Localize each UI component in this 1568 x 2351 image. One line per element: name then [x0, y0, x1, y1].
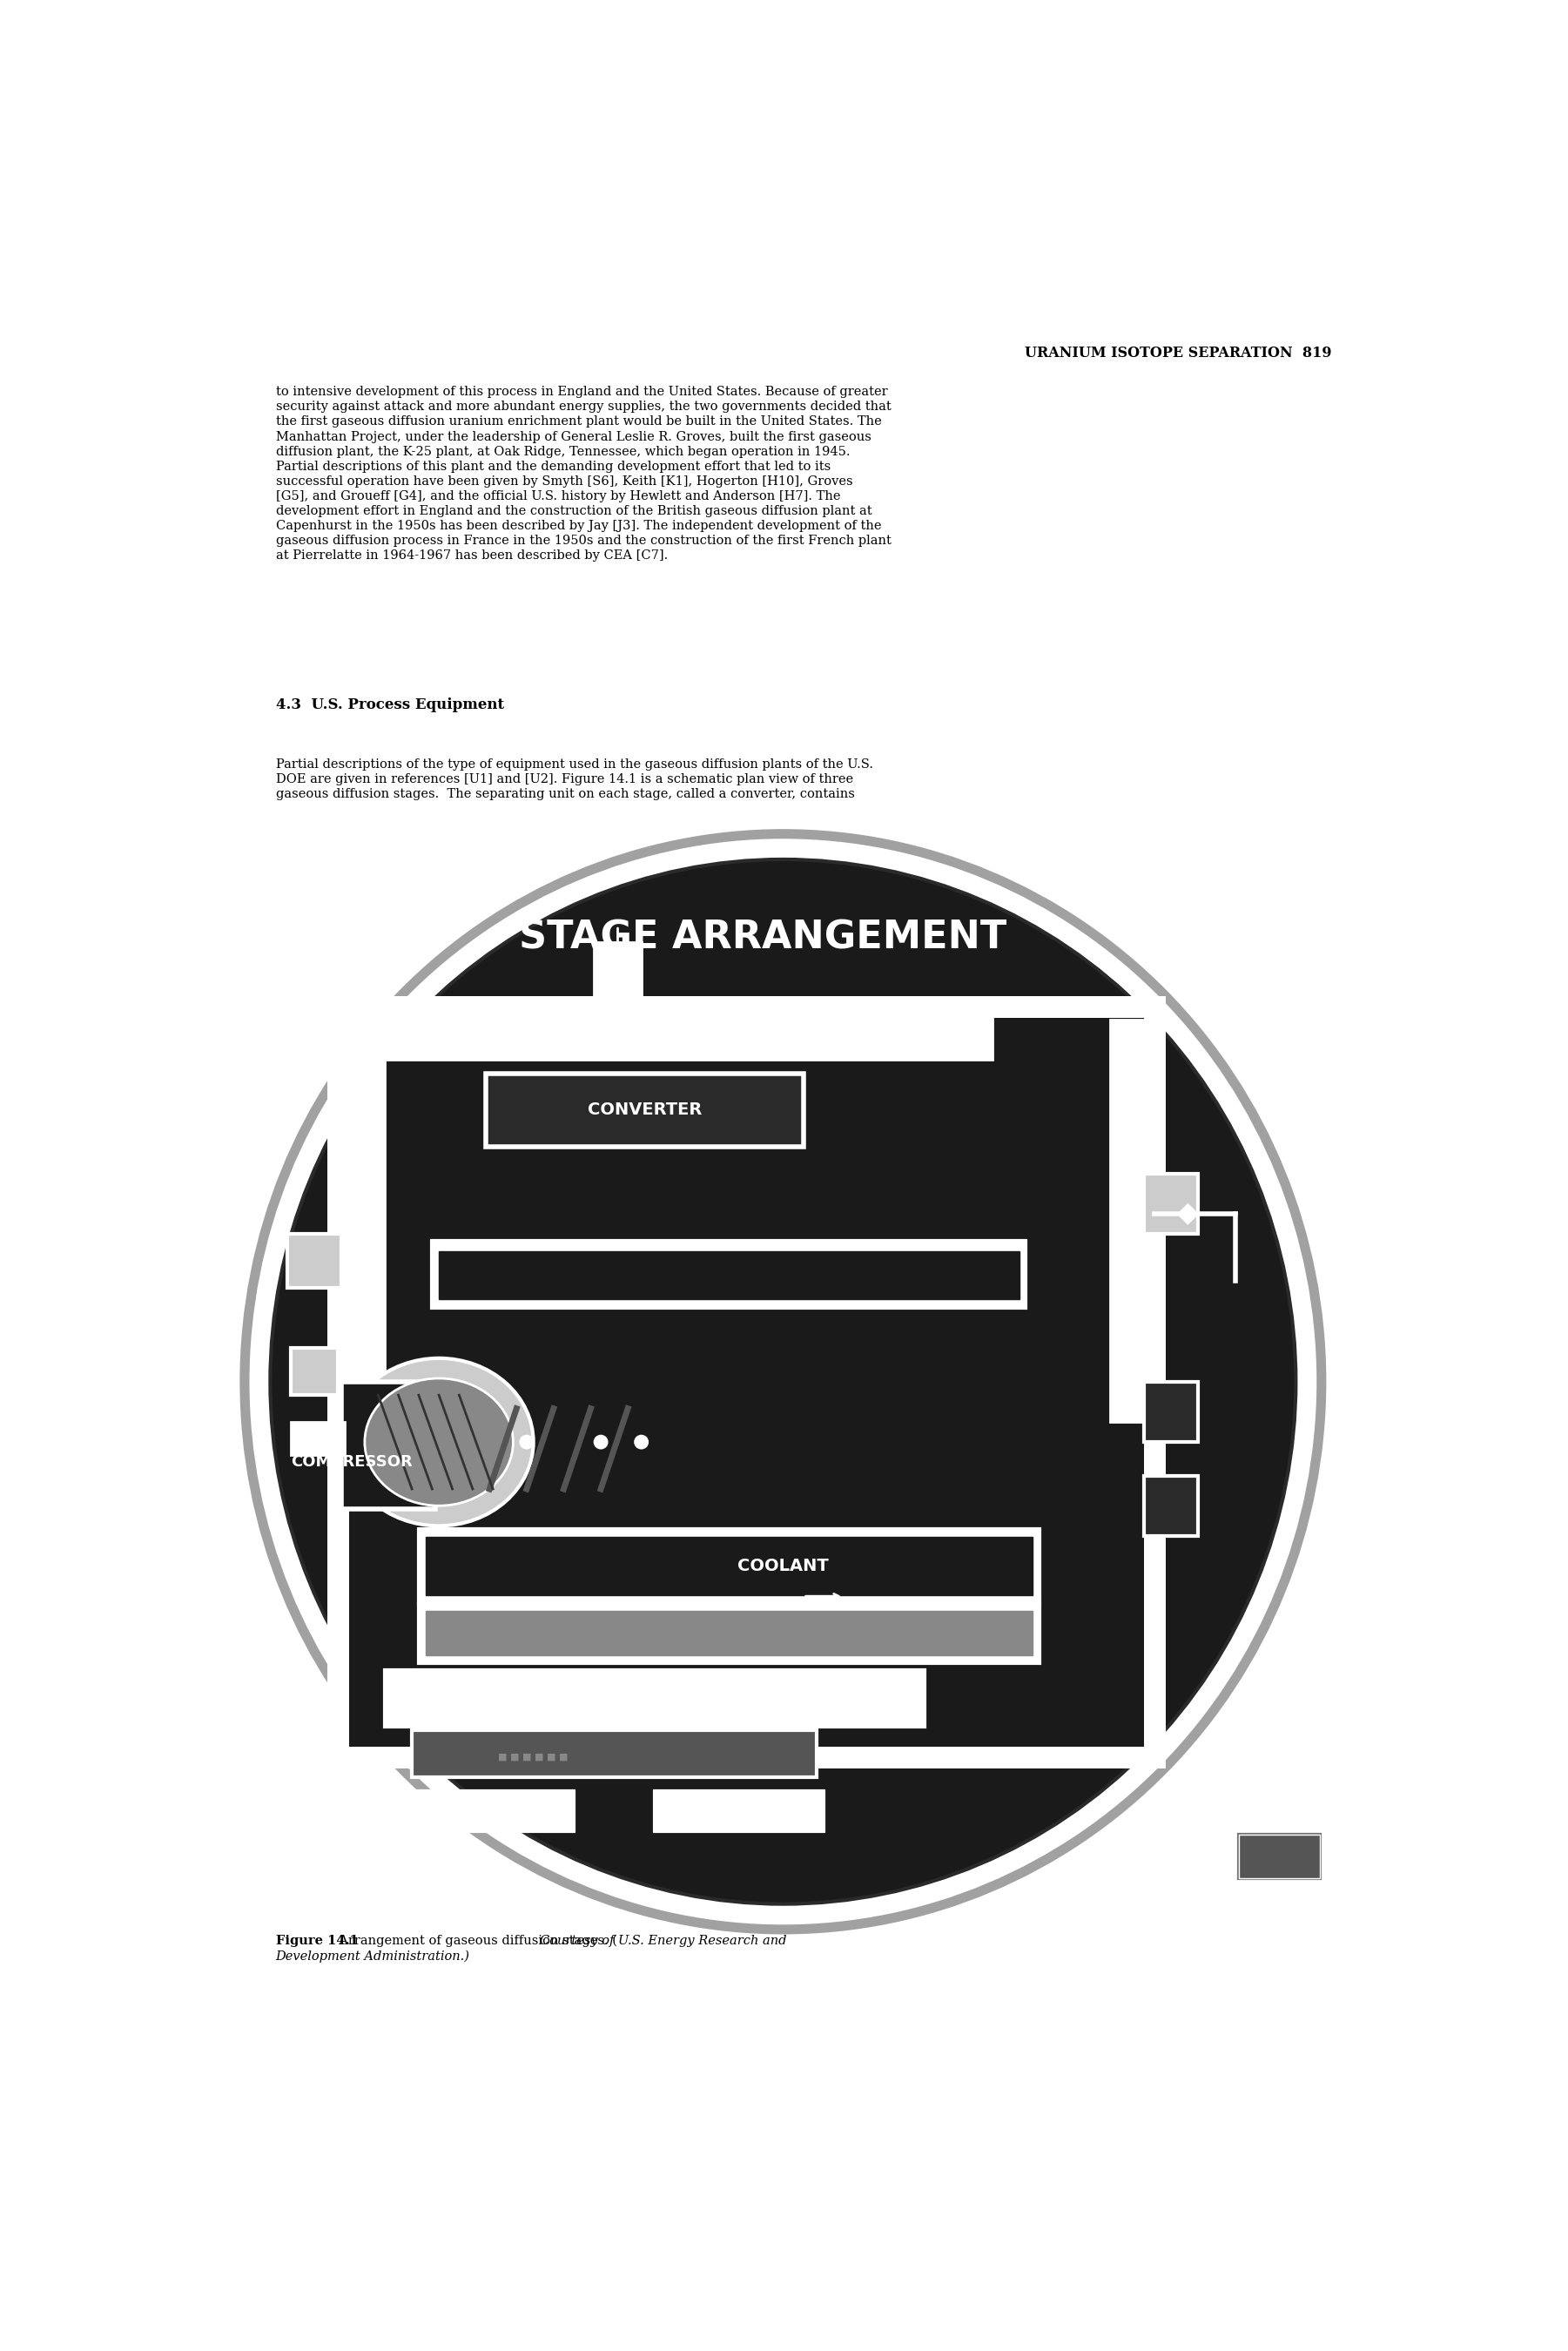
- Polygon shape: [1178, 1204, 1198, 1225]
- Bar: [1145, 1476, 1198, 1535]
- Text: Partial descriptions of this plant and the demanding development effort that led: Partial descriptions of this plant and t…: [276, 461, 831, 473]
- Text: security against attack and more abundant energy supplies, the two governments d: security against attack and more abundan…: [276, 402, 891, 414]
- Text: COOLANT: COOLANT: [737, 1559, 828, 1575]
- Text: Courtesy of U.S. Energy Research and: Courtesy of U.S. Energy Research and: [539, 1935, 787, 1947]
- Text: successful operation have been given by Smyth [S6], Keith [K1], Hogerton [H10], : successful operation have been given by …: [276, 475, 853, 487]
- Bar: [1145, 1382, 1198, 1441]
- Text: ■ ■ ■ ■ ■ ■: ■ ■ ■ ■ ■ ■: [499, 1754, 569, 1761]
- Bar: [337, 1006, 1154, 1756]
- Bar: [419, 1528, 1040, 1603]
- Text: DOE are given in references [U1] and [U2]. Figure 14.1 is a schematic plan view : DOE are given in references [U1] and [U2…: [276, 773, 853, 785]
- Bar: [290, 1422, 345, 1455]
- Text: Figure 14.1: Figure 14.1: [276, 1935, 358, 1947]
- Bar: [486, 1074, 803, 1147]
- Text: 4.3  U.S. Process Equipment: 4.3 U.S. Process Equipment: [276, 698, 503, 712]
- Text: Arrangement of gaseous diffusion stages. (: Arrangement of gaseous diffusion stages.…: [331, 1935, 618, 1947]
- Circle shape: [594, 1436, 607, 1448]
- Bar: [342, 1382, 436, 1509]
- Bar: [1239, 1834, 1319, 1878]
- Bar: [412, 1730, 817, 1777]
- Text: STAGE ARRANGEMENT: STAGE ARRANGEMENT: [519, 919, 1007, 957]
- Bar: [425, 1538, 1033, 1594]
- Bar: [433, 1241, 1025, 1307]
- Bar: [1236, 1831, 1323, 1881]
- Ellipse shape: [270, 860, 1295, 1904]
- Bar: [439, 1251, 1019, 1300]
- Text: URANIUM ISOTOPE SEPARATION  819: URANIUM ISOTOPE SEPARATION 819: [1024, 346, 1331, 360]
- Text: development effort in England and the construction of the British gaseous diffus: development effort in England and the co…: [276, 505, 872, 517]
- Bar: [655, 1791, 823, 1831]
- Bar: [290, 1347, 337, 1394]
- Text: gaseous diffusion stages.  The separating unit on each stage, called a converter: gaseous diffusion stages. The separating…: [276, 788, 855, 799]
- Text: gaseous diffusion process in France in the 1950s and the construction of the fir: gaseous diffusion process in France in t…: [276, 534, 891, 548]
- Text: [G5], and Groueff [G4], and the official U.S. history by Hewlett and Anderson [H: [G5], and Groueff [G4], and the official…: [276, 489, 840, 503]
- Text: the first gaseous diffusion uranium enrichment plant would be built in the Unite: the first gaseous diffusion uranium enri…: [276, 416, 881, 428]
- Bar: [425, 1610, 1033, 1655]
- Text: to intensive development of this process in England and the United States. Becau: to intensive development of this process…: [276, 386, 887, 397]
- Text: Development Administration.): Development Administration.): [276, 1949, 470, 1963]
- Bar: [372, 1791, 574, 1831]
- Text: Capenhurst in the 1950s has been described by Jay [J3]. The independent developm: Capenhurst in the 1950s has been describ…: [276, 520, 881, 531]
- Bar: [287, 1234, 342, 1288]
- Bar: [337, 1006, 384, 1476]
- Circle shape: [521, 1436, 533, 1448]
- Text: Partial descriptions of the type of equipment used in the gaseous diffusion plan: Partial descriptions of the type of equi…: [276, 757, 873, 771]
- Text: Manhattan Project, under the leadership of General Leslie R. Groves, built the f: Manhattan Project, under the leadership …: [276, 430, 870, 442]
- Bar: [1145, 1173, 1198, 1234]
- Bar: [384, 1669, 925, 1728]
- Bar: [1110, 1020, 1154, 1422]
- Bar: [594, 943, 641, 1009]
- Text: at Pierrelatte in 1964-1967 has been described by CEA [C7].: at Pierrelatte in 1964-1967 has been des…: [276, 550, 668, 562]
- Text: CONVERTER: CONVERTER: [588, 1103, 702, 1119]
- Ellipse shape: [365, 1378, 513, 1505]
- Text: diffusion plant, the K-25 plant, at Oak Ridge, Tennessee, which began operation : diffusion plant, the K-25 plant, at Oak …: [276, 444, 850, 458]
- Circle shape: [635, 1436, 648, 1448]
- Bar: [384, 1006, 993, 1060]
- Ellipse shape: [345, 1359, 533, 1526]
- Bar: [419, 1603, 1040, 1662]
- Text: COMPRESSOR: COMPRESSOR: [290, 1455, 412, 1469]
